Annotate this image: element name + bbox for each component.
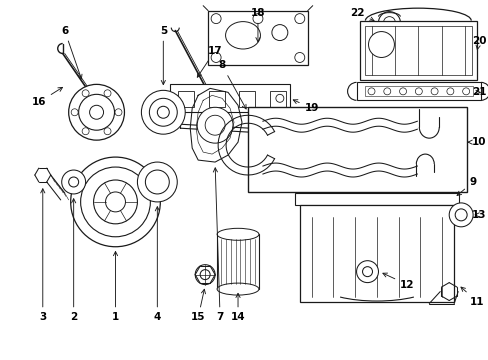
Circle shape [104, 128, 111, 135]
Circle shape [141, 90, 185, 134]
Text: 14: 14 [230, 293, 245, 323]
Circle shape [454, 209, 466, 221]
Circle shape [82, 128, 89, 135]
Text: 16: 16 [32, 87, 62, 107]
Circle shape [252, 14, 263, 24]
Circle shape [105, 192, 125, 212]
Text: 22: 22 [349, 8, 373, 21]
Circle shape [93, 180, 137, 224]
Circle shape [294, 14, 304, 24]
Bar [217, 234, 259, 289]
Circle shape [195, 265, 215, 285]
Circle shape [89, 105, 103, 119]
Circle shape [71, 157, 160, 247]
Circle shape [275, 94, 283, 102]
Circle shape [383, 88, 390, 95]
Circle shape [271, 24, 287, 41]
Circle shape [383, 17, 395, 28]
Circle shape [68, 177, 79, 187]
Text: 4: 4 [153, 207, 161, 323]
Ellipse shape [225, 22, 260, 49]
Circle shape [399, 88, 406, 95]
Text: 3: 3 [39, 189, 46, 323]
Circle shape [157, 106, 169, 118]
Bar [359, 21, 476, 80]
Circle shape [378, 12, 400, 33]
Text: 8: 8 [218, 60, 245, 109]
Bar [356, 82, 480, 100]
Bar [208, 91, 224, 107]
Bar [364, 86, 472, 96]
Bar [247, 107, 466, 192]
Text: 15: 15 [190, 289, 205, 323]
Text: 9: 9 [456, 177, 476, 195]
Text: 19: 19 [293, 100, 318, 113]
Circle shape [462, 88, 468, 95]
Circle shape [145, 170, 169, 194]
Circle shape [205, 115, 224, 135]
Text: 5: 5 [160, 26, 166, 85]
Circle shape [81, 167, 150, 237]
Circle shape [197, 107, 233, 143]
Bar [269, 91, 285, 107]
Text: 17: 17 [197, 45, 222, 77]
Circle shape [211, 53, 221, 62]
Circle shape [149, 98, 177, 126]
Circle shape [430, 88, 437, 95]
Bar [294, 193, 458, 205]
Text: 18: 18 [250, 8, 264, 42]
Circle shape [61, 170, 85, 194]
Circle shape [368, 32, 394, 58]
Bar [364, 26, 471, 75]
Text: 7: 7 [213, 168, 224, 323]
Text: 6: 6 [61, 26, 82, 79]
Bar [178, 91, 194, 107]
Bar [170, 84, 289, 112]
Text: 13: 13 [471, 210, 486, 220]
Circle shape [137, 162, 177, 202]
Circle shape [446, 88, 453, 95]
Circle shape [356, 261, 378, 283]
Ellipse shape [217, 228, 259, 240]
Circle shape [71, 109, 78, 116]
Circle shape [362, 267, 372, 276]
Circle shape [104, 90, 111, 97]
Bar [239, 91, 255, 107]
Circle shape [211, 14, 221, 24]
Text: 12: 12 [382, 273, 414, 289]
Ellipse shape [217, 283, 259, 295]
Text: 11: 11 [460, 287, 483, 306]
Text: 10: 10 [467, 137, 486, 147]
Circle shape [82, 90, 89, 97]
Circle shape [294, 53, 304, 62]
Text: 20: 20 [471, 36, 486, 50]
Text: 1: 1 [112, 252, 119, 323]
Bar [208, 11, 307, 66]
Circle shape [79, 94, 114, 130]
Circle shape [414, 88, 422, 95]
Circle shape [115, 109, 122, 116]
Circle shape [68, 84, 124, 140]
Text: 2: 2 [70, 199, 77, 323]
Circle shape [200, 270, 210, 280]
Text: 21: 21 [471, 87, 486, 97]
Circle shape [448, 203, 472, 227]
Circle shape [367, 88, 374, 95]
Bar [299, 205, 453, 302]
